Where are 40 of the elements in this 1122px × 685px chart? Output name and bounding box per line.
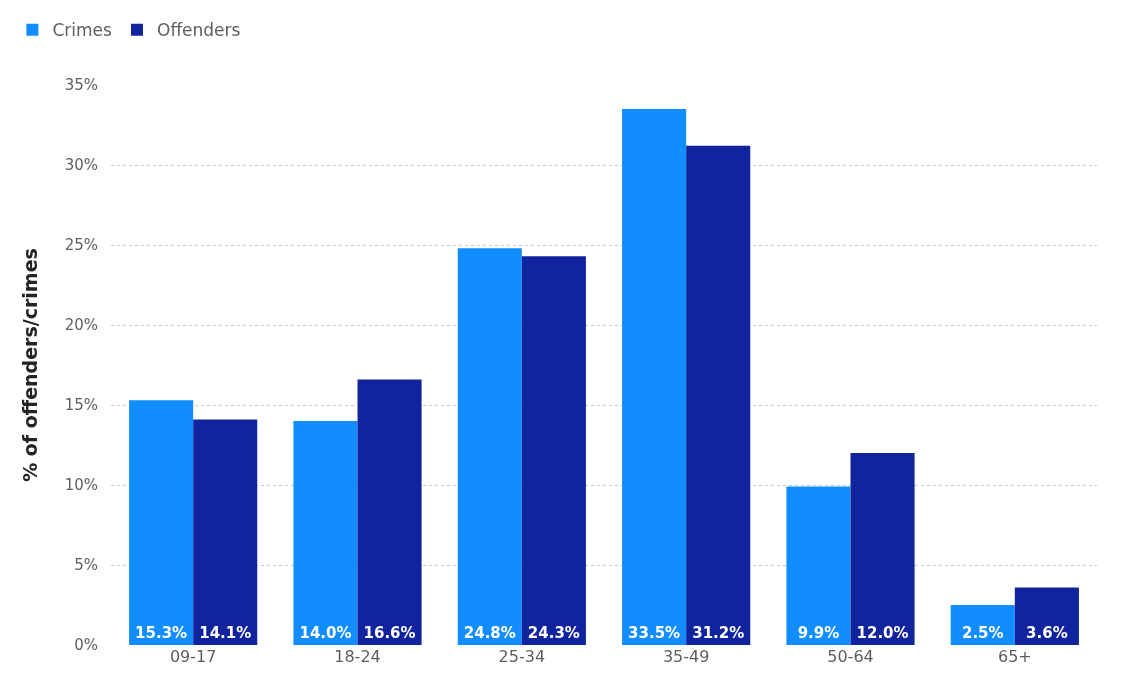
y-tick-label: 35% [64, 76, 98, 95]
x-tick-label: 18-24 [334, 647, 381, 666]
bar [457, 248, 522, 645]
x-tick-label: 35-49 [662, 647, 710, 666]
data-label: 15.3% [135, 624, 188, 642]
data-label: 2.5% [961, 624, 1004, 642]
data-label: 3.6% [1026, 624, 1068, 642]
legend-label: Crimes [52, 20, 112, 41]
y-tick-label: 20% [64, 316, 98, 335]
data-label: 24.8% [463, 624, 516, 642]
bar [686, 145, 751, 645]
y-tick-label: 15% [64, 396, 98, 415]
bar [129, 400, 194, 645]
bar [850, 453, 915, 645]
data-label: 16.6% [363, 624, 416, 642]
legend-label: Offenders [157, 20, 241, 41]
y-tick-label: 10% [64, 476, 98, 495]
data-label: 9.9% [797, 624, 840, 642]
bar [521, 256, 586, 645]
x-tick-label: 50-64 [827, 647, 874, 666]
data-label: 14.0% [299, 624, 352, 642]
bar [357, 379, 422, 645]
bar [293, 421, 358, 645]
y-axis-title: % of offenders/crimes [18, 248, 41, 482]
x-tick-label: 25-34 [498, 647, 546, 666]
bar [193, 419, 258, 645]
data-label: 33.5% [628, 624, 681, 642]
bar [622, 109, 687, 645]
data-label: 24.3% [527, 624, 580, 642]
bar [786, 486, 851, 645]
bar [1014, 587, 1079, 645]
data-label: 31.2% [692, 624, 745, 642]
x-tick-label: 65+ [997, 647, 1032, 666]
data-label: 12.0% [856, 624, 909, 642]
y-tick-label: 30% [64, 156, 98, 175]
y-tick-label: 5% [74, 556, 98, 575]
y-tick-label: 0% [74, 636, 98, 655]
y-tick-label: 25% [64, 236, 98, 255]
x-tick-label: 09-17 [169, 647, 217, 666]
data-label: 14.1% [199, 624, 252, 642]
